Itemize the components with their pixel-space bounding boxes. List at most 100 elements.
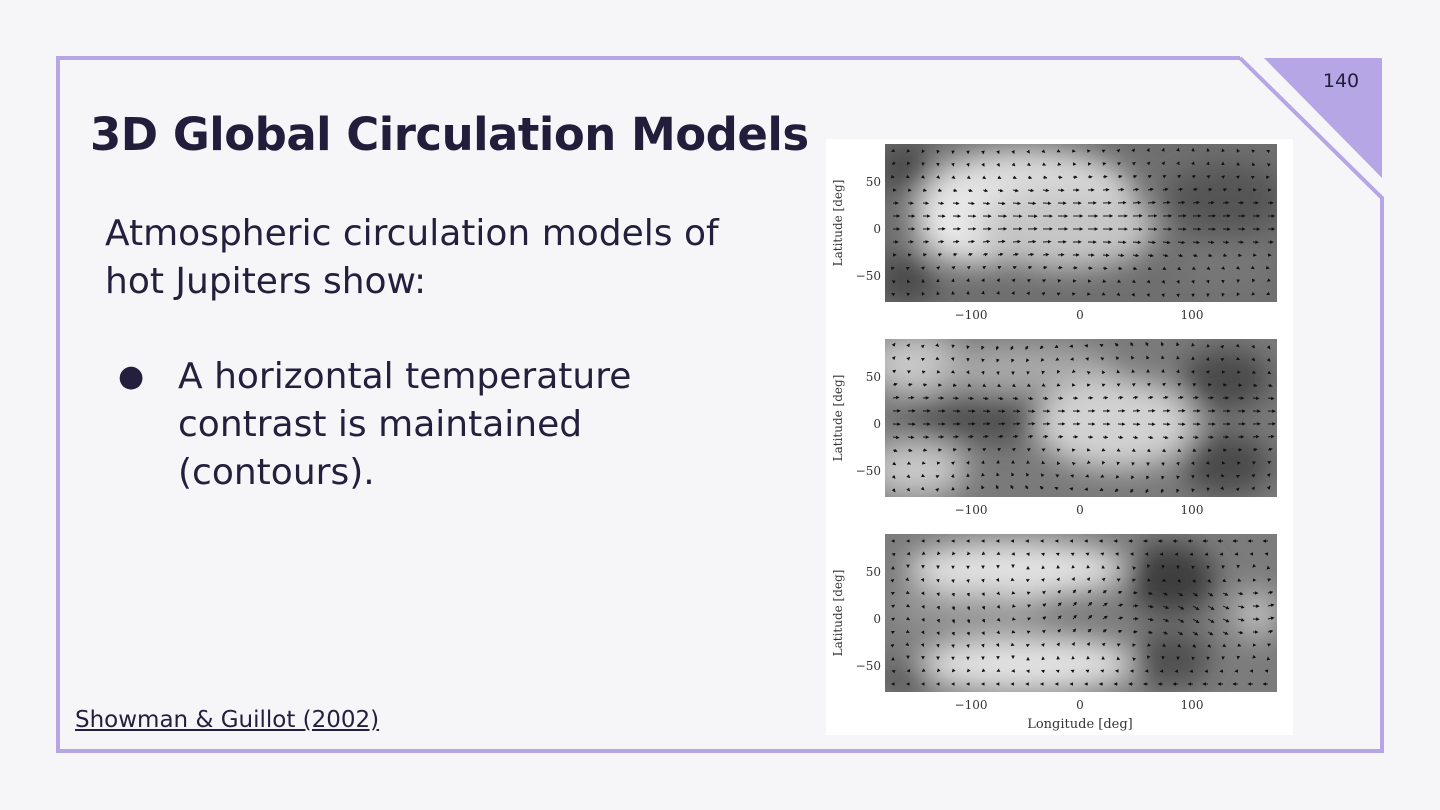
wind-vector: [1056, 448, 1061, 452]
wind-vector: [1177, 395, 1184, 400]
wind-vector: [1207, 578, 1212, 583]
wind-vector: [1084, 344, 1089, 348]
wind-vector: [995, 642, 1000, 647]
wind-vector: [1177, 200, 1186, 205]
wind-vector: [892, 382, 898, 387]
wind-vector: [996, 162, 1000, 167]
wind-vector: [1191, 279, 1195, 284]
wind-vector: [1191, 488, 1195, 493]
wind-vector: [966, 579, 970, 583]
wind-vector: [920, 174, 925, 179]
wind-vector: [950, 369, 955, 374]
wind-vector: [1039, 485, 1044, 490]
wind-vector: [1026, 278, 1031, 283]
wind-vector: [996, 358, 1000, 363]
wind-vector: [1177, 174, 1182, 179]
wind-vector: [1219, 669, 1224, 673]
wind-vector: [1102, 460, 1106, 465]
x-tick-label: −100: [955, 698, 988, 712]
wind-vector: [1146, 147, 1150, 153]
wind-vector: [1147, 617, 1154, 622]
wind-vector: [1116, 149, 1121, 153]
wind-vector: [1056, 642, 1060, 647]
wind-vector: [1236, 148, 1241, 153]
wind-vector: [891, 342, 896, 347]
wind-vector: [1042, 396, 1049, 401]
wind-vector: [1162, 631, 1169, 635]
citation-link[interactable]: Showman & Guillot (2002): [75, 707, 380, 733]
wind-vector: [1070, 474, 1075, 478]
wind-vector: [1027, 188, 1035, 193]
wind-vector: [1221, 292, 1225, 297]
wind-vector: [1162, 266, 1167, 270]
wind-vector: [1087, 589, 1092, 594]
wind-vector: [920, 357, 926, 362]
wind-vector: [1070, 669, 1075, 674]
wind-vector: [1012, 201, 1021, 206]
wind-vector: [982, 448, 987, 452]
wind-vector: [1237, 578, 1242, 582]
bullet-item: ● A horizontal temperature contrast is m…: [118, 353, 738, 497]
wind-vector: [1251, 473, 1256, 478]
wind-vector: [1102, 266, 1108, 270]
wind-vector: [1057, 369, 1061, 374]
wind-vector: [921, 370, 926, 374]
wind-vector: [1146, 448, 1151, 453]
wind-vector: [1042, 266, 1048, 270]
wind-vector: [1162, 382, 1167, 387]
wind-vector: [1177, 253, 1184, 258]
wind-vector: [1026, 630, 1031, 634]
wind-vector: [1056, 577, 1060, 582]
wind-vector: [981, 485, 985, 490]
wind-vector: [1026, 472, 1030, 477]
wind-vector: [1131, 383, 1136, 387]
wind-vector: [1042, 252, 1050, 257]
wind-vector: [951, 592, 955, 597]
wind-vector: [1055, 669, 1060, 674]
wind-vector: [1162, 605, 1170, 609]
wind-vector: [906, 474, 911, 479]
wind-vector: [1042, 175, 1048, 179]
wind-vector: [1026, 383, 1031, 387]
wind-vector: [1027, 239, 1037, 244]
wind-vector: [1042, 279, 1047, 283]
wind-vector: [1057, 589, 1062, 594]
wind-vector: [921, 630, 925, 635]
wind-vector: [1116, 448, 1121, 452]
wind-vector: [1117, 175, 1123, 179]
wind-vector: [1222, 578, 1227, 583]
wind-vector: [1057, 175, 1063, 179]
wind-vector: [1176, 279, 1180, 284]
wind-vector: [1011, 629, 1016, 634]
wind-vector: [952, 239, 960, 244]
wind-vector: [1100, 474, 1105, 478]
corner-triangle: [1264, 58, 1382, 178]
wind-vector: [1161, 355, 1165, 360]
map-panel-top: [885, 144, 1277, 302]
wind-vector: [1039, 345, 1044, 350]
wind-vector: [1132, 435, 1139, 440]
wind-vector: [892, 448, 898, 453]
y-tick-label: 50: [866, 175, 881, 189]
wind-vector: [982, 383, 987, 387]
wind-vector: [1266, 357, 1271, 362]
wind-vector: [1116, 292, 1121, 296]
wind-vector: [1117, 187, 1125, 192]
x-tick-label: 0: [1076, 698, 1084, 712]
wind-vector: [921, 591, 925, 596]
wind-vector: [952, 201, 960, 206]
wind-vector: [1085, 552, 1090, 556]
wind-vector: [1162, 435, 1169, 440]
map-panel-middle: [885, 339, 1277, 497]
wind-vector: [982, 434, 989, 439]
wind-vector: [1237, 605, 1245, 609]
wind-vector: [967, 252, 973, 257]
wind-vector: [1236, 370, 1241, 374]
wind-vector: [921, 461, 926, 465]
wind-vector: [1235, 175, 1240, 180]
wind-vector: [1101, 292, 1106, 296]
wind-vector: [1177, 187, 1184, 192]
wind-vector: [966, 485, 970, 490]
wind-vector: [905, 590, 910, 594]
wind-vector: [1235, 487, 1240, 492]
